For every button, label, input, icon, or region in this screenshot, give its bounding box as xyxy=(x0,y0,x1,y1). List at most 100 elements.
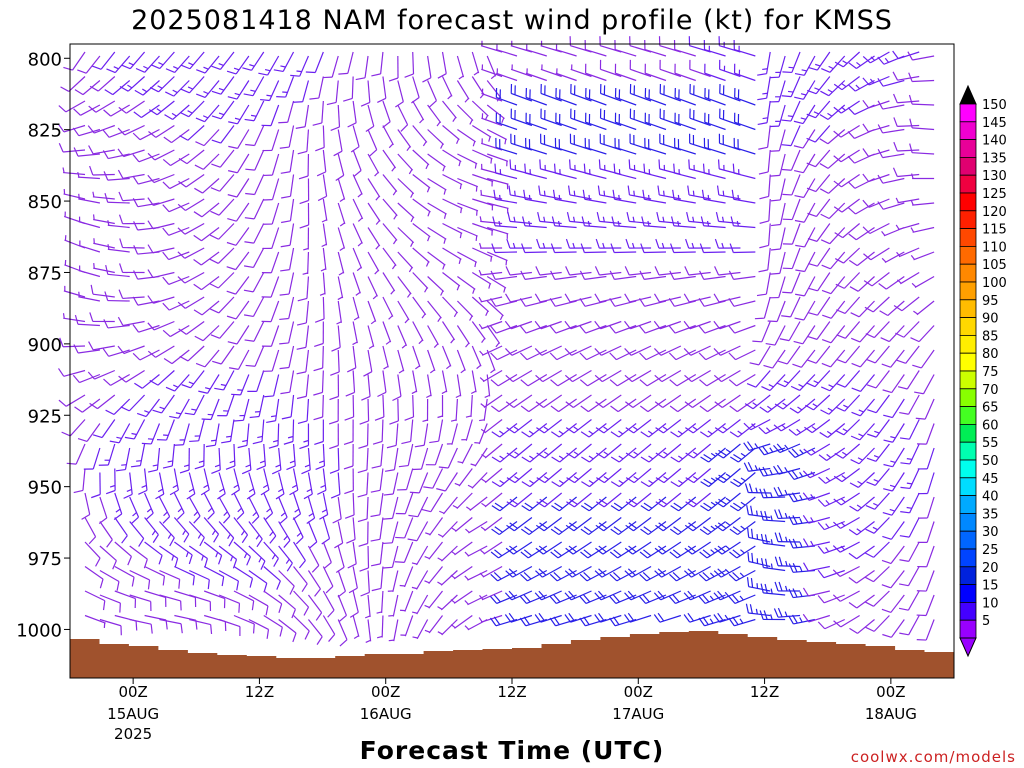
wind-barb xyxy=(117,345,145,355)
wind-barb xyxy=(579,349,607,361)
wind-barb xyxy=(896,271,920,285)
wind-barb xyxy=(898,590,920,611)
wind-barb xyxy=(911,275,935,288)
wind-barb xyxy=(486,349,496,374)
wind-barb xyxy=(918,472,935,495)
wind-barb xyxy=(411,76,420,104)
wind-barb xyxy=(129,594,152,611)
wind-barb xyxy=(388,619,399,642)
wind-barb xyxy=(147,197,175,206)
wind-barb xyxy=(788,614,816,625)
wind-barb xyxy=(307,570,321,597)
wind-barb xyxy=(84,614,106,629)
colorbar-cell xyxy=(959,352,977,372)
wind-barb xyxy=(63,285,86,298)
wind-barb xyxy=(479,345,503,356)
wind-barb xyxy=(642,189,667,204)
wind-barb xyxy=(624,345,652,356)
wind-barb xyxy=(892,50,920,60)
wind-barb xyxy=(414,423,429,448)
wind-barb xyxy=(862,173,890,183)
wind-barb xyxy=(480,419,503,434)
wind-barb xyxy=(733,40,756,57)
wind-barb xyxy=(595,541,622,555)
wind-barb xyxy=(159,594,182,611)
wind-barb xyxy=(412,594,429,615)
wind-barbs xyxy=(57,36,935,647)
colorbar-cell xyxy=(959,210,977,230)
wind-barb xyxy=(566,443,592,459)
wind-barb xyxy=(728,569,756,582)
terrain-surface xyxy=(70,631,954,678)
wind-barb xyxy=(329,374,340,401)
wind-barb xyxy=(549,324,577,334)
wind-barb xyxy=(670,243,696,254)
y-tick-label: 900 xyxy=(28,335,62,356)
wind-barb xyxy=(794,153,816,174)
wind-barb xyxy=(210,321,235,339)
wind-barb xyxy=(344,468,354,495)
wind-barb xyxy=(684,266,711,276)
y-tick-label: 950 xyxy=(28,478,62,499)
wind-barb xyxy=(821,55,846,73)
wind-barb xyxy=(848,521,875,536)
wind-barb xyxy=(412,149,430,170)
wind-barb xyxy=(910,226,935,233)
wind-barb xyxy=(520,270,547,280)
wind-barb xyxy=(211,100,235,120)
wind-barb xyxy=(313,345,324,372)
wind-barb xyxy=(437,394,444,419)
wind-barb xyxy=(717,159,741,176)
wind-barb xyxy=(389,398,399,425)
wind-barb xyxy=(686,211,711,225)
wind-barb xyxy=(162,202,190,213)
wind-barb xyxy=(77,55,101,74)
wind-barb xyxy=(99,521,113,548)
wind-barb xyxy=(730,216,756,229)
wind-barb xyxy=(118,214,145,225)
wind-barb xyxy=(279,296,295,321)
wind-barb xyxy=(521,472,548,488)
wind-barb xyxy=(555,44,577,57)
wind-barb xyxy=(728,373,756,387)
wind-barb xyxy=(848,594,875,609)
wind-barb xyxy=(653,293,681,303)
wind-barb xyxy=(329,447,340,474)
wind-barb xyxy=(669,398,697,413)
wind-barb xyxy=(910,199,935,206)
wind-barb xyxy=(297,129,310,155)
wind-barb xyxy=(337,251,345,276)
wind-barb xyxy=(849,472,875,488)
wind-barb xyxy=(231,468,241,496)
wind-barb xyxy=(595,517,622,532)
wind-barb xyxy=(640,423,667,438)
wind-barb xyxy=(280,247,295,272)
wind-barb xyxy=(674,87,696,106)
wind-barb xyxy=(580,398,607,413)
colorbar-cell xyxy=(959,228,977,247)
wind-barb xyxy=(610,398,637,413)
wind-barb xyxy=(454,468,473,487)
wind-barb xyxy=(114,541,132,566)
wind-barb xyxy=(897,370,920,390)
wind-barb xyxy=(474,423,488,445)
wind-barb xyxy=(352,272,361,296)
wind-barb xyxy=(247,370,265,392)
wind-barb xyxy=(133,245,160,255)
wind-barb xyxy=(657,185,681,200)
wind-barb xyxy=(718,133,741,151)
wind-barb xyxy=(427,153,446,172)
wind-barb xyxy=(759,174,771,200)
wind-barb xyxy=(177,222,205,235)
wind-barb xyxy=(867,394,890,414)
wind-barb xyxy=(892,167,920,178)
wind-barb xyxy=(149,76,175,93)
colorbar-cell xyxy=(959,495,977,514)
wind-barb xyxy=(211,149,235,168)
wind-barb xyxy=(833,492,860,506)
wind-barb xyxy=(833,149,860,163)
wind-barb xyxy=(479,369,503,383)
wind-barb xyxy=(359,545,370,572)
wind-barb xyxy=(446,423,458,445)
wind-barb xyxy=(104,291,130,302)
